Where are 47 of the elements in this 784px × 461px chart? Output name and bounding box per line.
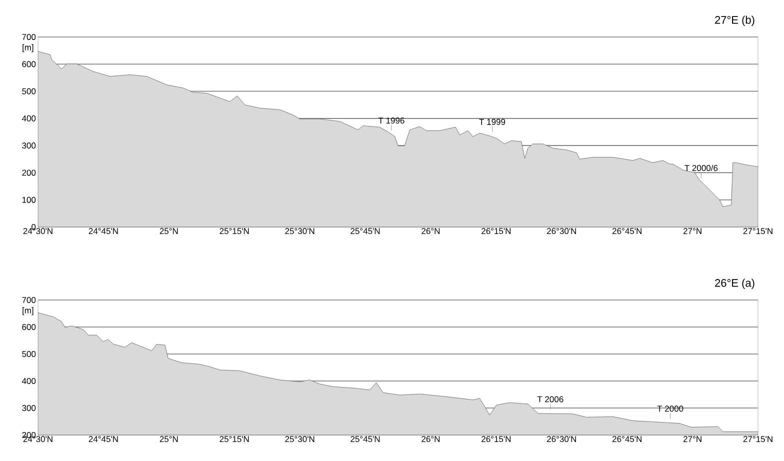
x-tick-label: 26°N (422, 228, 440, 234)
y-axis-title: [m] (22, 307, 34, 316)
y-tick-label: 300 (22, 142, 36, 149)
y-tick-label: 200 (22, 432, 36, 438)
y-tick-label: 300 (22, 404, 36, 412)
x-tick-label: 27°N (683, 436, 702, 442)
x-tick-label: 26°45'N (612, 228, 642, 234)
x-tick-label: 25°45'N (350, 436, 380, 442)
x-tick-label: 27°N (683, 228, 702, 234)
x-tick-label: 25°N (160, 436, 178, 442)
x-tick-label: 26°45'N (612, 436, 642, 442)
x-tick-label: 26°15'N (482, 228, 511, 234)
x-tick-label: 24°30'N (23, 228, 52, 234)
x-tick-label: 25°45'N (350, 228, 380, 234)
x-tick-label: 24°45'N (88, 228, 118, 234)
annotation: T 2006 (537, 396, 564, 402)
annotation: T 2000 (657, 406, 684, 412)
annotation: T 1999 (479, 118, 506, 125)
y-tick-label: 400 (22, 378, 36, 384)
y-tick-label: 600 (22, 324, 36, 330)
x-tick-label: 26°30'N (547, 228, 576, 234)
y-tick-label: 400 (22, 115, 36, 122)
x-tick-label: 26°30'N (547, 436, 576, 442)
chart-title: 27°E (b) (715, 16, 754, 26)
x-tick-label: 24°45'N (88, 436, 118, 442)
y-tick-label: 600 (22, 61, 36, 68)
annotation: T 2000/6 (684, 164, 718, 172)
x-tick-label: 25°30'N (285, 436, 314, 442)
y-tick-label: 700 (22, 34, 36, 40)
x-tick-label: 26°N (422, 436, 440, 442)
y-tick-label: 700 (22, 296, 36, 304)
x-tick-label: 27°15'N (743, 228, 772, 234)
x-tick-label: 25°15'N (220, 436, 249, 442)
x-tick-label: 27°15'N (743, 436, 772, 442)
y-tick-label: 500 (22, 350, 36, 358)
x-tick-label: 25°15'N (220, 228, 249, 234)
y-tick-label: 100 (22, 196, 36, 203)
y-tick-label: 200 (22, 170, 36, 176)
y-tick-label: 500 (22, 88, 36, 94)
x-tick-label: 25°N (160, 228, 178, 234)
chart-title: 26°E (a) (715, 278, 754, 289)
x-tick-label: 26°15'N (482, 436, 511, 442)
y-axis-title: [m] (22, 44, 34, 52)
x-tick-label: 24°30'N (23, 436, 52, 442)
annotation: T 1996 (378, 118, 404, 124)
x-tick-label: 25°30'N (285, 228, 314, 234)
y-tick-label: 0 (32, 224, 36, 230)
